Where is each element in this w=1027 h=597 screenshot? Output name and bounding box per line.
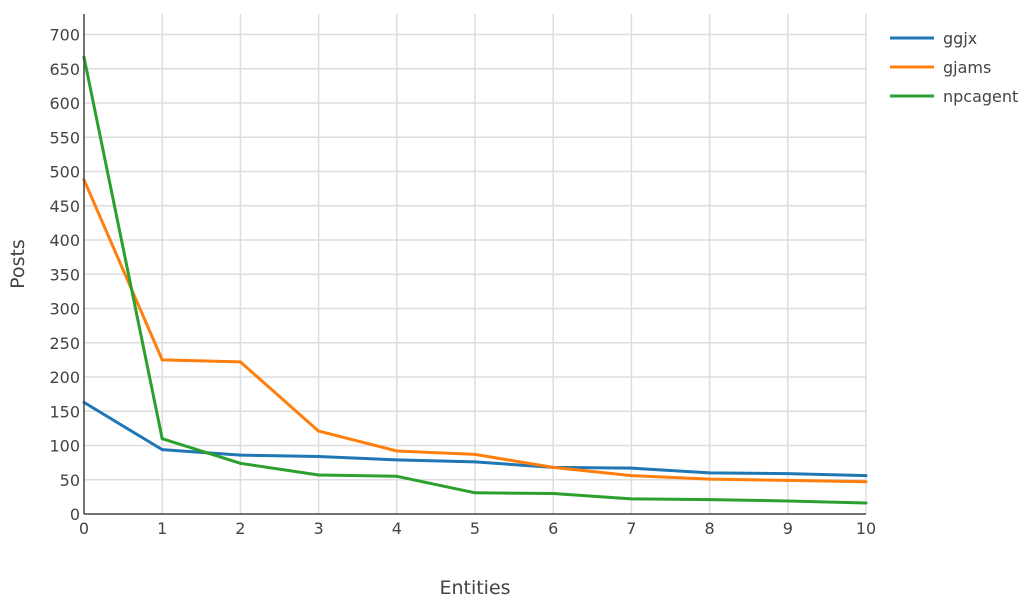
data-point-npcagent — [551, 491, 555, 495]
data-point-gjams — [864, 480, 868, 484]
data-point-npcagent — [473, 491, 477, 495]
legend-label-ggjx: ggjx — [943, 29, 977, 48]
x-tick-label: 9 — [783, 519, 793, 538]
legend: ggjx gjams npcagent — [890, 29, 1018, 106]
x-tick-labels: 0 1 2 3 4 5 6 7 8 9 10 — [79, 519, 876, 538]
data-point-ggjx — [473, 460, 477, 464]
y-tick-label: 0 — [70, 505, 80, 524]
x-tick-label: 5 — [470, 519, 480, 538]
x-tick-label: 7 — [626, 519, 636, 538]
x-tick-label: 2 — [235, 519, 245, 538]
data-point-ggjx — [317, 454, 321, 458]
x-tick-label: 6 — [548, 519, 558, 538]
axes — [83, 14, 866, 515]
data-point-gjams — [708, 477, 712, 481]
y-tick-label: 400 — [49, 231, 80, 250]
y-tick-label: 700 — [49, 26, 80, 45]
y-tick-label: 650 — [49, 60, 80, 79]
y-tick-labels: 0 50 100 150 200 250 300 350 400 450 500 550 600 650 7… — [49, 26, 80, 524]
data-point-npcagent — [317, 473, 321, 477]
data-point-npcagent — [238, 461, 242, 465]
data-point-npcagent — [629, 497, 633, 501]
data-point-gjams — [473, 452, 477, 456]
data-point-ggjx — [864, 474, 868, 478]
y-tick-label: 300 — [49, 300, 80, 319]
data-point-ggjx — [238, 453, 242, 457]
y-axis-title: Posts — [7, 239, 29, 289]
data-point-npcagent — [786, 499, 790, 503]
data-point-npcagent — [395, 474, 399, 478]
data-point-ggjx — [708, 471, 712, 475]
legend-label-npcagent: npcagent — [943, 87, 1018, 106]
y-tick-label: 450 — [49, 197, 80, 216]
data-point-npcagent — [160, 437, 164, 441]
data-point-ggjx — [395, 458, 399, 462]
y-tick-label: 550 — [49, 128, 80, 147]
y-tick-label: 250 — [49, 334, 80, 353]
data-point-ggjx — [160, 448, 164, 452]
data-point-gjams — [238, 360, 242, 364]
data-point-npcagent — [864, 501, 868, 505]
x-tick-label: 8 — [705, 519, 715, 538]
data-point-ggjx — [629, 466, 633, 470]
data-point-ggjx — [786, 472, 790, 476]
x-tick-label: 0 — [79, 519, 89, 538]
data-point-npcagent — [708, 498, 712, 502]
grid — [84, 14, 867, 514]
x-tick-label: 1 — [157, 519, 167, 538]
data-point-gjams — [551, 465, 555, 469]
data-point-gjams — [160, 358, 164, 362]
y-tick-label: 600 — [49, 94, 80, 113]
series-lines — [82, 55, 868, 505]
data-point-gjams — [395, 449, 399, 453]
data-point-gjams — [317, 429, 321, 433]
legend-label-gjams: gjams — [943, 58, 991, 77]
y-tick-label: 100 — [49, 437, 80, 456]
x-axis-title: Entities — [439, 577, 510, 597]
x-tick-label: 3 — [314, 519, 324, 538]
y-tick-label: 50 — [60, 471, 80, 490]
x-tick-label: 4 — [392, 519, 402, 538]
y-tick-label: 150 — [49, 402, 80, 421]
y-tick-label: 200 — [49, 368, 80, 387]
y-tick-label: 500 — [49, 163, 80, 182]
data-point-gjams — [786, 478, 790, 482]
y-tick-label: 350 — [49, 265, 80, 284]
x-tick-label: 10 — [856, 519, 876, 538]
data-point-gjams — [629, 474, 633, 478]
